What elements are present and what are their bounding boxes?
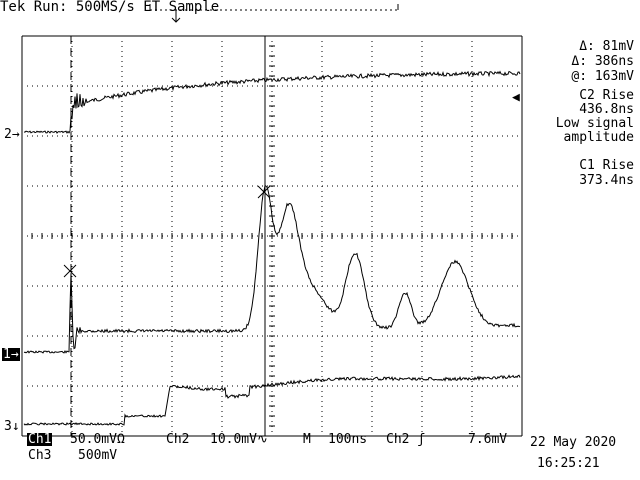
cursor-delta-voltage: Δ: 81mV xyxy=(579,39,634,54)
ch3-ground-marker[interactable]: 3↓ xyxy=(4,419,20,434)
ch2-label[interactable]: Ch2 xyxy=(166,432,190,447)
cursor-delta-time: Δ: 386ns xyxy=(571,54,634,69)
horizontal-position-bracket[interactable] xyxy=(148,2,400,24)
cursor-marker-2 xyxy=(257,185,271,199)
trigger-level: 7.6mV xyxy=(468,432,508,447)
ch3-scale: 500mV xyxy=(78,448,118,463)
ch1-label[interactable]: Ch1 xyxy=(27,432,53,447)
low-signal-warning: Low signal xyxy=(555,116,634,131)
ch1-scale: 50.0mVΩ xyxy=(70,432,125,447)
c1-rise-value: 373.4ns xyxy=(579,173,634,188)
c2-rise-value: 436.8ns xyxy=(579,102,634,117)
rising-edge-icon: ʃ xyxy=(417,432,426,447)
ch1-trace xyxy=(23,184,521,354)
cursor-marker-1 xyxy=(63,264,77,278)
ch2-scale: 10.0mV∿ xyxy=(210,432,268,447)
status-line: Tek Run: 500MS/s ET Sample xyxy=(0,0,220,15)
low-signal-warning-2: amplitude xyxy=(563,130,634,145)
ch2-ground-marker[interactable]: 2→ xyxy=(4,127,20,142)
graticule xyxy=(21,35,523,437)
trigger-level-marker[interactable]: ◀ xyxy=(512,90,520,105)
c1-rise-label: C1 Rise xyxy=(579,158,634,173)
ch1-ground-marker[interactable]: 1→ xyxy=(2,347,20,362)
main-timebase-scale: 100ns xyxy=(328,432,368,447)
bandwidth-limit-icon: ∿ xyxy=(256,432,268,447)
date-display: 22 May 2020 xyxy=(530,435,617,450)
ch2-trace xyxy=(23,70,521,134)
c2-rise-label: C2 Rise xyxy=(579,88,634,103)
trigger-source: Ch2 ʃ xyxy=(386,432,426,447)
time-display: 16:25:21 xyxy=(537,456,600,471)
ch3-label[interactable]: Ch3 xyxy=(28,448,52,463)
ch3-trace xyxy=(23,374,521,426)
main-timebase-label: M xyxy=(303,432,311,447)
cursor-at-voltage: @: 163mV xyxy=(571,69,634,84)
